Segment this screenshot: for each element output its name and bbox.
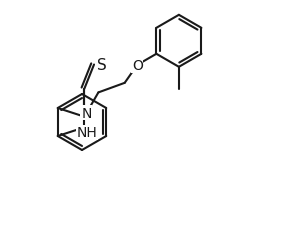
Text: N: N (81, 106, 91, 120)
Text: O: O (132, 59, 143, 72)
Text: S: S (97, 58, 107, 73)
Text: NH: NH (77, 126, 98, 140)
